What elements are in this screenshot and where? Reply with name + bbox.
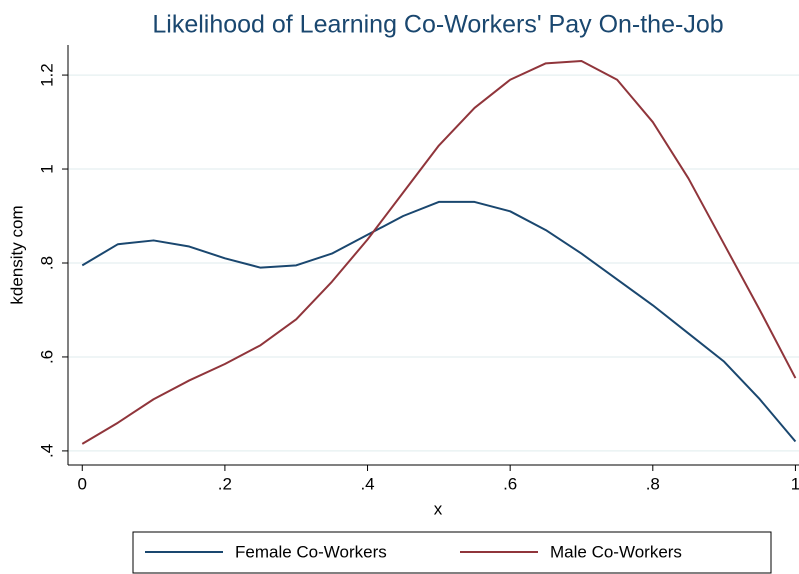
y-tick-label: .4: [37, 444, 56, 458]
x-tick-label: 0: [78, 474, 87, 493]
legend-box: [132, 531, 772, 574]
chart-title: Likelihood of Learning Co-Workers' Pay O…: [152, 11, 723, 39]
y-tick-label: 1: [37, 164, 56, 173]
x-tick-label: .2: [218, 474, 232, 493]
y-axis-label: kdensity com: [7, 205, 26, 304]
line-series: [81, 200, 797, 443]
x-tick-label: .4: [360, 474, 374, 493]
x-tick-label: .8: [646, 474, 660, 493]
x-tick-label: 1: [791, 474, 799, 493]
y-tick-label: 1.2: [37, 63, 56, 87]
legend-label: Male Co-Workers: [550, 542, 682, 561]
line-series: [81, 59, 797, 445]
y-tick-label: .8: [37, 256, 56, 270]
x-tick-label: .6: [503, 474, 517, 493]
x-axis-label: x: [434, 499, 443, 518]
legend-label: Female Co-Workers: [235, 542, 387, 561]
y-tick-label: .6: [37, 350, 56, 364]
